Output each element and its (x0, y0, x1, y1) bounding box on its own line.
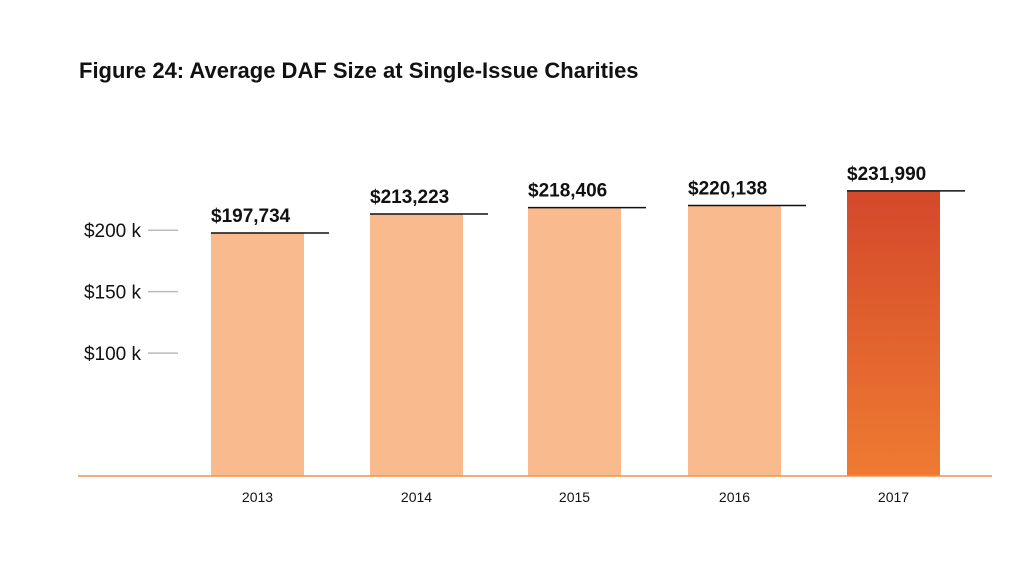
bar-2016 (688, 205, 781, 476)
x-tick-label: 2015 (559, 489, 590, 505)
bar-value-label: $231,990 (847, 164, 926, 185)
bar-value-label: $220,138 (688, 178, 767, 199)
y-tick-label: $100 k (84, 344, 142, 365)
y-tick-label: $150 k (84, 283, 142, 304)
bar-value-label: $197,734 (211, 206, 291, 227)
x-tick-label: 2016 (719, 489, 750, 505)
bar-2013 (211, 233, 304, 476)
bar-2017 (847, 190, 940, 477)
bar-value-label: $213,223 (370, 187, 449, 208)
y-tick-label: $200 k (84, 221, 142, 242)
x-tick-label: 2014 (401, 489, 432, 505)
bar-2015 (528, 207, 621, 476)
x-tick-label: 2013 (242, 489, 273, 505)
bar-2014 (370, 213, 463, 476)
bar-value-label: $218,406 (528, 181, 607, 202)
chart-title: Figure 24: Average DAF Size at Single-Is… (79, 58, 639, 83)
x-tick-label: 2017 (878, 489, 909, 505)
